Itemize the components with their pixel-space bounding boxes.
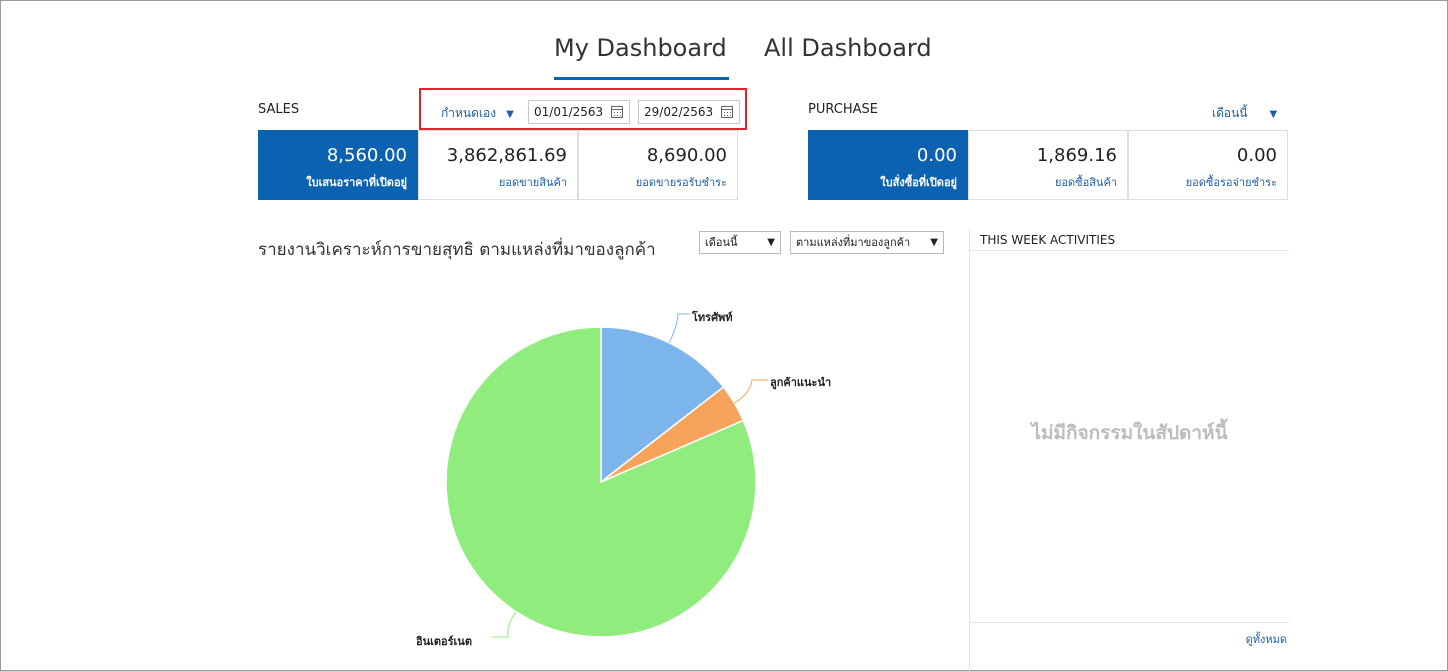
report-title: รายงานวิเคราะห์การขายสุทธิ ตามแหล่งที่มา… [258,240,656,260]
purchase-card-label: ยอดซื้อสินค้า [1054,176,1117,189]
tab-all-dashboard[interactable]: All Dashboard [764,34,932,62]
active-tab-indicator [554,77,729,80]
pie-callout-line [492,611,517,638]
sales-card-product-sales[interactable]: 3,862,861.69 ยอดขายสินค้า [418,130,578,200]
pie-slice-label: โทรศัพท์ [691,310,733,324]
sales-date-from-value: 01/01/2563 [534,105,604,119]
pie-slice-label: อินเตอร์เนต [416,635,472,648]
sales-period-dropdown[interactable]: กำหนดเอง ▼ [441,104,514,123]
purchase-section-label: PURCHASE [808,102,878,117]
pie-slice[interactable] [600,326,725,484]
report-group-select[interactable]: ตามแหล่งที่มาของลูกค้า ▼ [790,231,944,254]
report-period-select[interactable]: เดือนนี้ ▼ [699,231,781,254]
sales-card-open-quotations[interactable]: 8,560.00 ใบเสนอราคาที่เปิดอยู่ [258,130,418,200]
sales-card-value: 8,560.00 [326,145,407,166]
date-range-highlight [419,88,747,130]
divider [970,622,1289,623]
pie-chart: โทรศัพท์ลูกค้าแนะนำอินเตอร์เนต [416,310,832,648]
caret-down-icon: ▼ [506,109,514,120]
sales-section-label: SALES [258,102,300,117]
sales-period-value: กำหนดเอง [441,106,497,120]
purchase-card-value: 0.00 [916,145,957,166]
purchase-card-product-purchases[interactable]: 1,869.16 ยอดซื้อสินค้า [968,130,1128,200]
report-group-value: ตามแหล่งที่มาของลูกค้า [796,236,911,249]
sales-card-label: ใบเสนอราคาที่เปิดอยู่ [306,176,407,189]
purchase-period-dropdown[interactable]: เดือนนี้ ▼ [1212,104,1277,123]
report-period-value: เดือนนี้ [705,236,738,249]
pie-callout-line [668,313,690,344]
purchase-period-value: เดือนนี้ [1212,106,1248,120]
tab-my-dashboard[interactable]: My Dashboard [554,34,727,62]
sales-card-receivable[interactable]: 8,690.00 ยอดขายรอรับชำระ [578,130,738,200]
purchase-card-value: 0.00 [1236,145,1277,166]
calendar-icon[interactable] [721,106,733,118]
sales-date-to-input[interactable]: 29/02/2563 [638,100,740,124]
sales-date-from-input[interactable]: 01/01/2563 [528,100,630,124]
divider [970,250,1289,251]
pie-slice-label: ลูกค้าแนะนำ [770,376,831,390]
sales-card-label: ยอดขายรอรับชำระ [635,176,727,189]
purchase-card-open-orders[interactable]: 0.00 ใบสั่งซื้อที่เปิดอยู่ [808,130,968,200]
purchase-card-value: 1,869.16 [1036,145,1117,166]
pie-callout-line [734,379,768,404]
calendar-icon[interactable] [611,106,623,118]
purchase-card-label: ยอดซื้อรอจ่ายชำระ [1185,176,1277,189]
sales-card-value: 8,690.00 [646,145,727,166]
purchase-card-payable[interactable]: 0.00 ยอดซื้อรอจ่ายชำระ [1128,130,1288,200]
view-all-activities-link[interactable]: ดูทั้งหมด [1245,633,1287,646]
caret-down-icon: ▼ [767,237,775,248]
sales-card-label: ยอดขายสินค้า [498,176,567,189]
caret-down-icon: ▼ [930,237,938,248]
sales-card-value: 3,862,861.69 [446,145,567,166]
activities-panel: THIS WEEK ACTIVITIES ไม่มีกิจกรรมในสัปดา… [969,230,1289,671]
activities-title: THIS WEEK ACTIVITIES [980,233,1116,247]
caret-down-icon: ▼ [1269,109,1278,120]
pie-slice[interactable] [445,326,757,638]
sales-date-to-value: 29/02/2563 [644,105,714,119]
purchase-card-label: ใบสั่งซื้อที่เปิดอยู่ [880,176,957,189]
activities-empty-message: ไม่มีกิจกรรมในสัปดาห์นี้ [1031,422,1228,444]
